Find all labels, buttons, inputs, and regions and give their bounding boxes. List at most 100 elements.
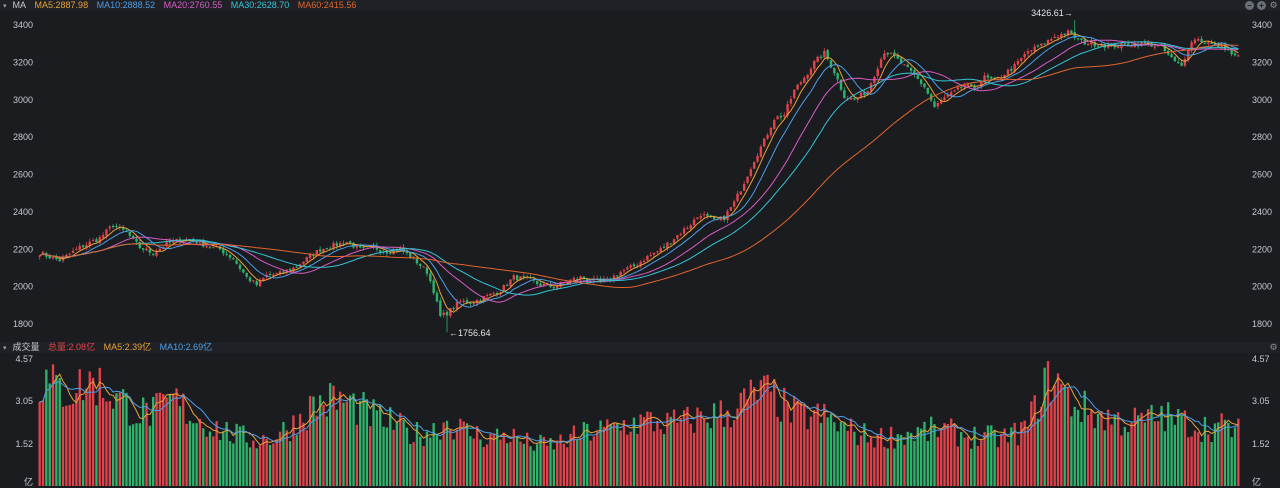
candle-body (1173, 56, 1177, 62)
volume-bar (285, 430, 288, 486)
candle (502, 284, 505, 292)
volume-bar (709, 428, 712, 486)
volume-bar (148, 425, 152, 486)
volume-bar (68, 404, 71, 486)
y-tick-right: 2000 (1252, 282, 1272, 292)
candle-body (338, 243, 342, 247)
candle-body (656, 251, 659, 253)
candle-body (95, 239, 98, 243)
volume-bar (652, 431, 656, 486)
candle (98, 235, 101, 245)
volume-bar (472, 438, 475, 486)
ma-settings-gear-icon[interactable]: ⚙ (1269, 0, 1278, 10)
candle-body (1200, 38, 1203, 42)
candle-body (362, 246, 365, 248)
volume-bar (973, 426, 976, 486)
candle-body (893, 52, 896, 56)
candle-body (272, 274, 275, 276)
candle (1060, 31, 1063, 41)
volume-bar (636, 434, 639, 486)
candle (739, 191, 743, 195)
volume-bar (51, 364, 55, 486)
volume-bar (622, 420, 626, 486)
volume-bar (91, 377, 95, 486)
candle-body (449, 308, 452, 317)
volume-bar (485, 444, 489, 486)
volume-bar (779, 421, 783, 486)
volume-bar (706, 422, 709, 486)
candle (676, 234, 679, 241)
volume-bar (659, 429, 662, 486)
volume-bar (1053, 385, 1056, 486)
candle (1026, 48, 1030, 57)
volume-bar (479, 439, 482, 486)
volume-bar (81, 400, 85, 486)
candle (65, 253, 68, 257)
volume-bar (846, 430, 849, 486)
volume-bar (679, 417, 682, 486)
candle-body (586, 278, 589, 281)
volume-bar (783, 387, 786, 486)
volume-bar (1173, 424, 1177, 486)
candle-body (342, 243, 345, 245)
volume-bar (379, 404, 382, 486)
volume-bar (58, 378, 61, 486)
volume-bar (1060, 383, 1063, 486)
candle-body (796, 84, 799, 90)
volume-bar (449, 430, 452, 486)
candle (1193, 37, 1197, 46)
volume-bar (529, 446, 532, 486)
candle (485, 293, 489, 299)
volume-bar (459, 418, 462, 486)
candle-body (939, 100, 943, 104)
candle (278, 269, 282, 277)
volume-bar (769, 391, 773, 486)
candle (1173, 56, 1177, 62)
volume-bar (609, 424, 612, 486)
zoom-in-icon[interactable]: + (1257, 1, 1266, 10)
volume-bar (435, 434, 439, 486)
candlestick-chart[interactable]: 1800 1800 2000 2000 2200 2200 2400 2400 2600 2600… (0, 0, 1280, 342)
volume-settings-gear-icon[interactable]: ⚙ (1269, 342, 1278, 352)
candle (752, 161, 756, 169)
candle-body (512, 275, 515, 280)
volume-bar (579, 438, 582, 486)
candle-body (71, 250, 75, 253)
candle-body (849, 97, 853, 100)
volume-bar (312, 396, 315, 486)
zoom-out-icon[interactable]: – (1245, 1, 1254, 10)
volume-bar (188, 420, 192, 486)
candle-body (943, 97, 946, 100)
candle-body (359, 244, 362, 248)
volume-bar (869, 437, 873, 486)
candle-body (619, 271, 622, 276)
candle (803, 76, 806, 84)
candle-body (773, 120, 776, 129)
volume-legend-bar: ▾ 成交量 总量:2.08亿 MA5:2.39亿 MA10:2.69亿 ⚙ (0, 342, 1280, 353)
candle (1030, 50, 1033, 54)
candle-body (1013, 64, 1016, 72)
candle-body (278, 271, 282, 274)
volume-bar (669, 416, 672, 486)
volume-bar (105, 401, 108, 486)
volume-bar (469, 436, 472, 486)
volume-bar (899, 434, 903, 486)
volume-chart[interactable]: 1.52 1.52 3.05 3.05 4.57 4.57 亿 亿 (0, 353, 1280, 488)
volume-bar (966, 436, 970, 486)
candle-body (819, 56, 823, 59)
volume-bar (185, 423, 188, 486)
volume-bar (355, 424, 359, 486)
ma-toggle-icon[interactable]: ▾ (3, 3, 7, 10)
candle (936, 100, 940, 110)
volume-toggle-icon[interactable]: ▾ (3, 345, 7, 352)
volume-bar (1150, 404, 1153, 486)
candle-body (322, 248, 325, 253)
volume-bar (863, 423, 866, 486)
candle (128, 231, 132, 239)
volume-bar (1080, 422, 1083, 486)
volume-bar (599, 420, 602, 486)
volume-bar (1143, 422, 1147, 486)
candle-body (175, 238, 178, 241)
candle-body (1183, 58, 1187, 66)
candle-body (1056, 36, 1060, 38)
